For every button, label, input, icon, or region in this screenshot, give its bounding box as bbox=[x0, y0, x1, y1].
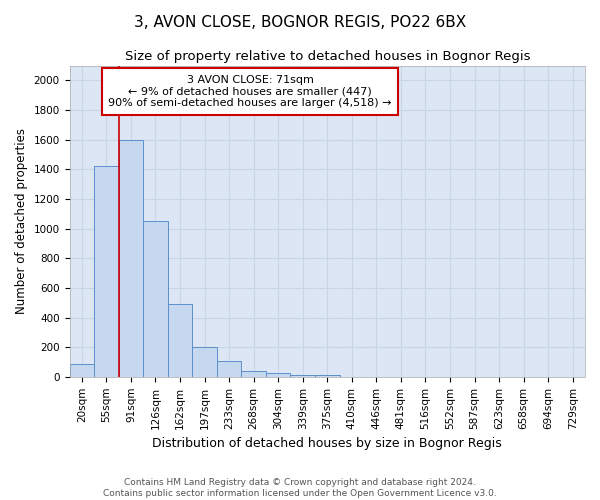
Bar bbox=[290, 374, 315, 377]
Text: 3, AVON CLOSE, BOGNOR REGIS, PO22 6BX: 3, AVON CLOSE, BOGNOR REGIS, PO22 6BX bbox=[134, 15, 466, 30]
Bar bbox=[119, 140, 143, 377]
Y-axis label: Number of detached properties: Number of detached properties bbox=[15, 128, 28, 314]
Bar bbox=[217, 361, 241, 377]
Bar bbox=[168, 304, 192, 377]
Bar bbox=[192, 347, 217, 377]
Bar bbox=[143, 221, 168, 377]
Bar bbox=[70, 364, 94, 377]
Text: Contains HM Land Registry data © Crown copyright and database right 2024.
Contai: Contains HM Land Registry data © Crown c… bbox=[103, 478, 497, 498]
Title: Size of property relative to detached houses in Bognor Regis: Size of property relative to detached ho… bbox=[125, 50, 530, 63]
Bar bbox=[315, 376, 340, 377]
Text: 3 AVON CLOSE: 71sqm
← 9% of detached houses are smaller (447)
90% of semi-detach: 3 AVON CLOSE: 71sqm ← 9% of detached hou… bbox=[108, 75, 392, 108]
X-axis label: Distribution of detached houses by size in Bognor Regis: Distribution of detached houses by size … bbox=[152, 437, 502, 450]
Bar bbox=[266, 373, 290, 377]
Bar bbox=[241, 371, 266, 377]
Bar bbox=[94, 166, 119, 377]
